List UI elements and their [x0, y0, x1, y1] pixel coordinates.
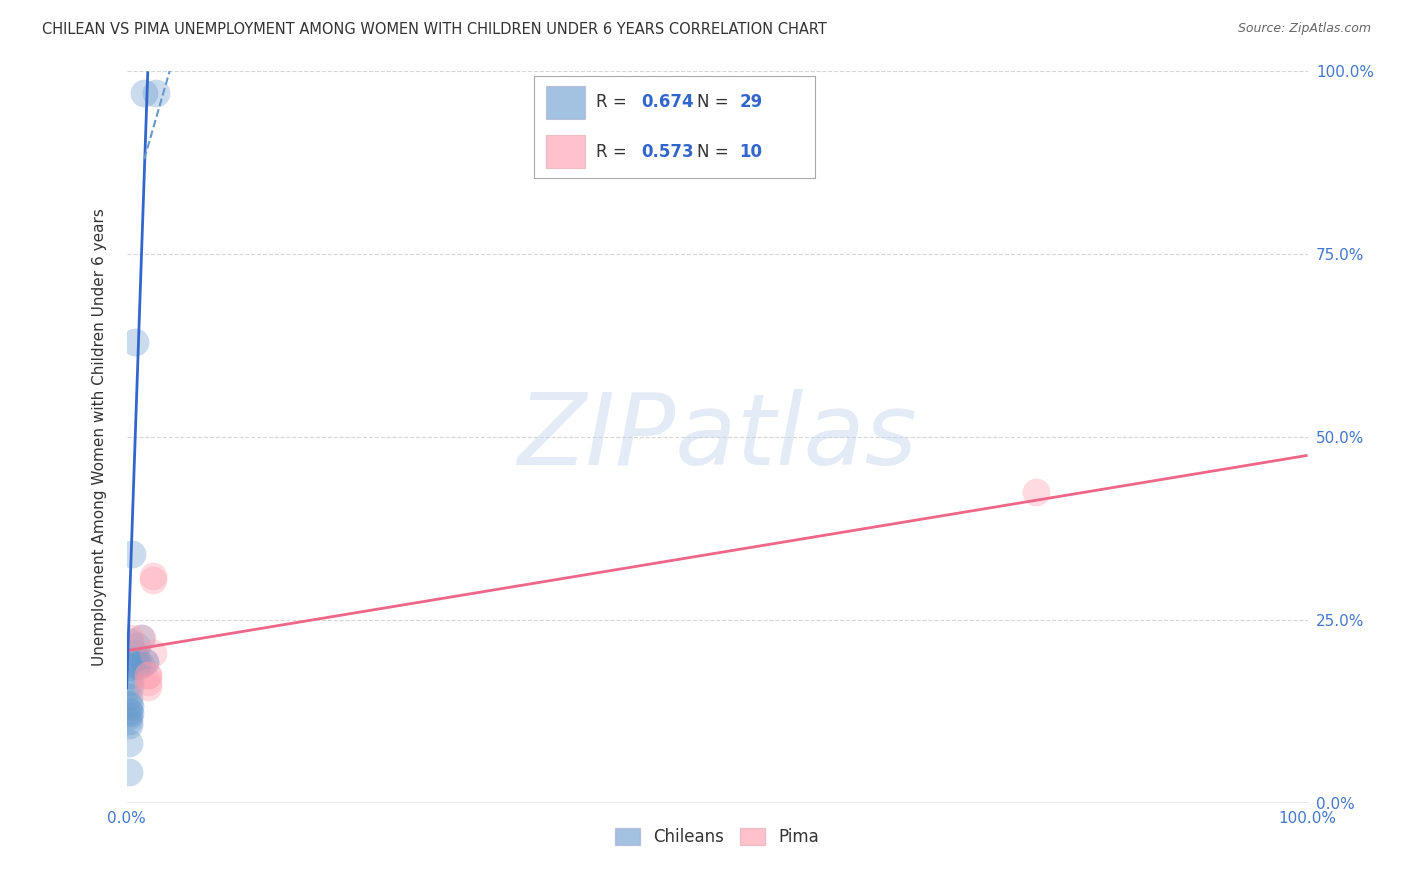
Text: ZIPatlas: ZIPatlas — [517, 389, 917, 485]
Point — [127, 639, 149, 653]
Point — [141, 646, 163, 660]
Point — [136, 667, 159, 681]
Point — [118, 705, 141, 719]
Text: N =: N = — [697, 143, 734, 161]
Y-axis label: Unemployment Among Women with Children Under 6 years: Unemployment Among Women with Children U… — [93, 208, 107, 666]
Point — [134, 656, 156, 670]
Text: N =: N = — [697, 94, 734, 112]
Bar — [546, 136, 585, 168]
Point — [131, 632, 153, 646]
Point — [120, 706, 142, 720]
Point — [124, 646, 146, 660]
Point — [141, 573, 163, 587]
Point — [121, 547, 143, 561]
Point — [118, 717, 141, 731]
Point — [120, 660, 142, 674]
Text: CHILEAN VS PIMA UNEMPLOYMENT AMONG WOMEN WITH CHILDREN UNDER 6 YEARS CORRELATION: CHILEAN VS PIMA UNEMPLOYMENT AMONG WOMEN… — [42, 22, 827, 37]
Text: 10: 10 — [740, 143, 762, 161]
Text: Source: ZipAtlas.com: Source: ZipAtlas.com — [1237, 22, 1371, 36]
Text: R =: R = — [596, 94, 633, 112]
Point — [120, 667, 142, 681]
Point — [136, 675, 159, 690]
Point — [120, 635, 142, 649]
Point — [120, 680, 142, 694]
Point — [129, 658, 152, 673]
Point — [118, 690, 141, 704]
Point — [136, 667, 159, 681]
Bar — [546, 87, 585, 119]
Point — [1025, 485, 1047, 500]
Point — [118, 709, 141, 723]
Point — [134, 656, 156, 670]
Point — [120, 675, 142, 690]
Legend: Chileans, Pima: Chileans, Pima — [607, 822, 827, 853]
Point — [118, 765, 141, 780]
Point — [118, 714, 141, 728]
Point — [127, 656, 149, 670]
Point — [127, 659, 149, 673]
Point — [129, 632, 152, 646]
Point — [124, 334, 146, 349]
Text: 29: 29 — [740, 94, 763, 112]
Point — [145, 87, 167, 101]
Point — [141, 569, 163, 583]
Point — [118, 736, 141, 750]
Text: 0.573: 0.573 — [641, 143, 693, 161]
Text: R =: R = — [596, 143, 633, 161]
Point — [118, 697, 141, 711]
Point — [120, 698, 142, 713]
Point — [134, 87, 156, 101]
Point — [120, 632, 142, 646]
Point — [136, 680, 159, 694]
Point — [125, 653, 148, 667]
Point — [125, 658, 148, 673]
Text: 0.674: 0.674 — [641, 94, 693, 112]
